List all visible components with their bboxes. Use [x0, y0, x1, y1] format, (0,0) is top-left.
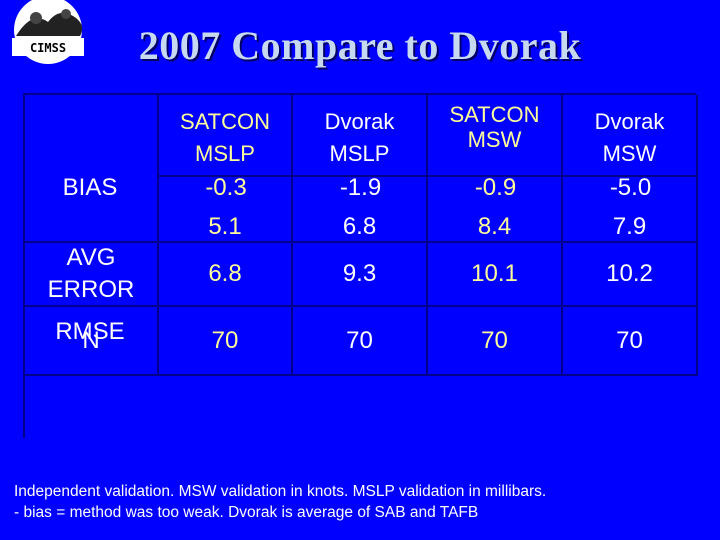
row-label-bias: BIAS [62, 174, 118, 201]
header-line1: Dvorak [324, 109, 395, 134]
page-title: 2007 Compare to Dvorak [138, 23, 582, 68]
col-header-dvorak-mslp: Dvorak MSLP [293, 95, 428, 177]
value-avg-dvorak-msw: 7.9 [563, 177, 698, 243]
col-header-satcon-mslp: SATCON MSLP [159, 95, 293, 177]
comparison-table: SATCON MSLP Dvorak MSLP SATCON MSW Dvora… [23, 93, 698, 440]
footnote: Independent validation. MSW validation i… [14, 481, 714, 523]
header-line1: Dvorak [594, 109, 665, 134]
row-label-n: N [25, 307, 159, 376]
value-avg-satcon-msw: 8.4 [428, 177, 563, 243]
table-corner [25, 95, 159, 243]
row-label-rmse: RMSE [55, 318, 125, 345]
row-label-line1: AVG [66, 244, 116, 271]
value-rmse-satcon-msw: 10.1 [428, 243, 563, 307]
row-label-line2: ERROR [47, 276, 135, 303]
value-rmse-dvorak-mslp: 9.3 [293, 243, 428, 307]
value-n-satcon-mslp: 70 [159, 307, 293, 376]
col-header-satcon-msw: SATCON MSW [428, 95, 563, 177]
header-line2: MSLP [195, 141, 255, 166]
value-avg-satcon-mslp: 5.1 [159, 177, 293, 243]
header-line2: MSW [467, 127, 522, 152]
value-rmse-satcon-mslp: 6.8 [159, 243, 293, 307]
header-line1: SATCON [179, 109, 271, 134]
col-header-dvorak-msw: Dvorak MSW [563, 95, 698, 177]
value-avg-dvorak-mslp: 6.8 [293, 177, 428, 243]
value-rmse-dvorak-msw: 10.2 [563, 243, 698, 307]
header-line2: MSW [602, 141, 657, 166]
value-bias-dvorak-msw: -5.0 [609, 174, 652, 201]
cimss-logo: CIMSS [2, 0, 94, 70]
value-bias-dvorak-mslp: -1.9 [339, 174, 382, 201]
header-line1: SATCON [449, 102, 540, 127]
value-n-dvorak-mslp: 70 [293, 307, 428, 376]
value-n-satcon-msw: 70 [428, 307, 563, 376]
value-n-dvorak-msw: 70 [563, 307, 698, 376]
header-line2: MSLP [329, 141, 390, 166]
logo-text: CIMSS [30, 41, 66, 55]
value-bias-satcon-msw: -0.9 [474, 174, 517, 201]
row-label-avg-error: AVG ERROR [25, 243, 159, 307]
value-bias-satcon-mslp: -0.3 [205, 174, 247, 201]
table-bottom-spacer [25, 376, 698, 440]
footnote-line1: Independent validation. MSW validation i… [14, 483, 547, 500]
footnote-line2: - bias = method was too weak. Dvorak is … [14, 504, 479, 521]
